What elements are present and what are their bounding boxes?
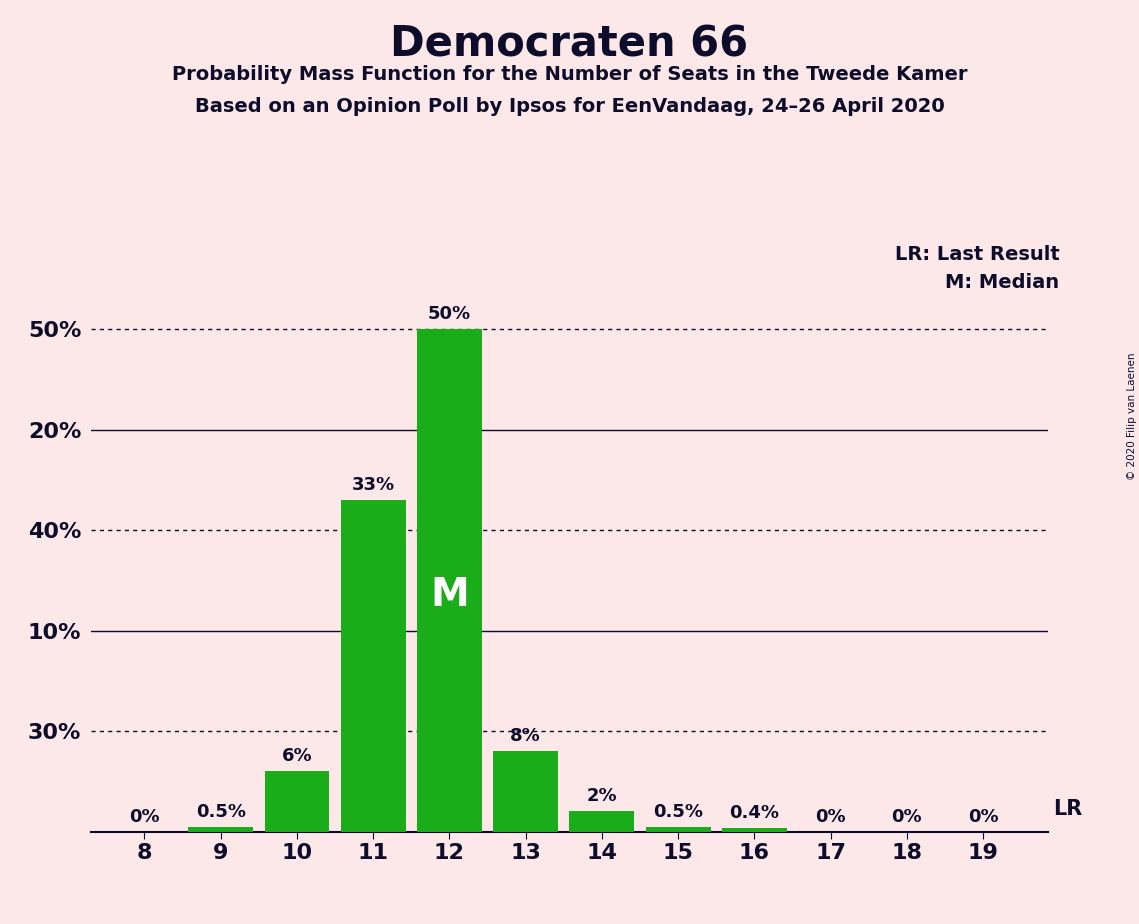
Text: 50%: 50%: [428, 305, 472, 323]
Bar: [417, 329, 482, 832]
Text: 33%: 33%: [352, 476, 395, 494]
Text: 0%: 0%: [892, 808, 923, 825]
Bar: [646, 827, 711, 832]
Text: 0%: 0%: [129, 808, 159, 825]
Text: M: M: [431, 577, 469, 614]
Text: 0.4%: 0.4%: [729, 804, 779, 821]
Text: Probability Mass Function for the Number of Seats in the Tweede Kamer: Probability Mass Function for the Number…: [172, 65, 967, 84]
Bar: [264, 772, 329, 832]
Text: LR: Last Result: LR: Last Result: [894, 245, 1059, 264]
Bar: [493, 751, 558, 832]
Bar: [341, 500, 405, 832]
Text: 0.5%: 0.5%: [653, 803, 703, 821]
Text: M: Median: M: Median: [945, 273, 1059, 292]
Text: 6%: 6%: [281, 748, 312, 765]
Text: 0.5%: 0.5%: [196, 803, 246, 821]
Text: Based on an Opinion Poll by Ipsos for EenVandaag, 24–26 April 2020: Based on an Opinion Poll by Ipsos for Ee…: [195, 97, 944, 116]
Text: 8%: 8%: [510, 727, 541, 745]
Text: LR: LR: [1052, 798, 1082, 819]
Text: Democraten 66: Democraten 66: [391, 23, 748, 65]
Text: 0%: 0%: [816, 808, 846, 825]
Text: 0%: 0%: [968, 808, 999, 825]
Bar: [570, 811, 634, 832]
Text: 2%: 2%: [587, 787, 617, 806]
Text: © 2020 Filip van Laenen: © 2020 Filip van Laenen: [1126, 352, 1137, 480]
Bar: [722, 828, 787, 832]
Bar: [188, 827, 253, 832]
